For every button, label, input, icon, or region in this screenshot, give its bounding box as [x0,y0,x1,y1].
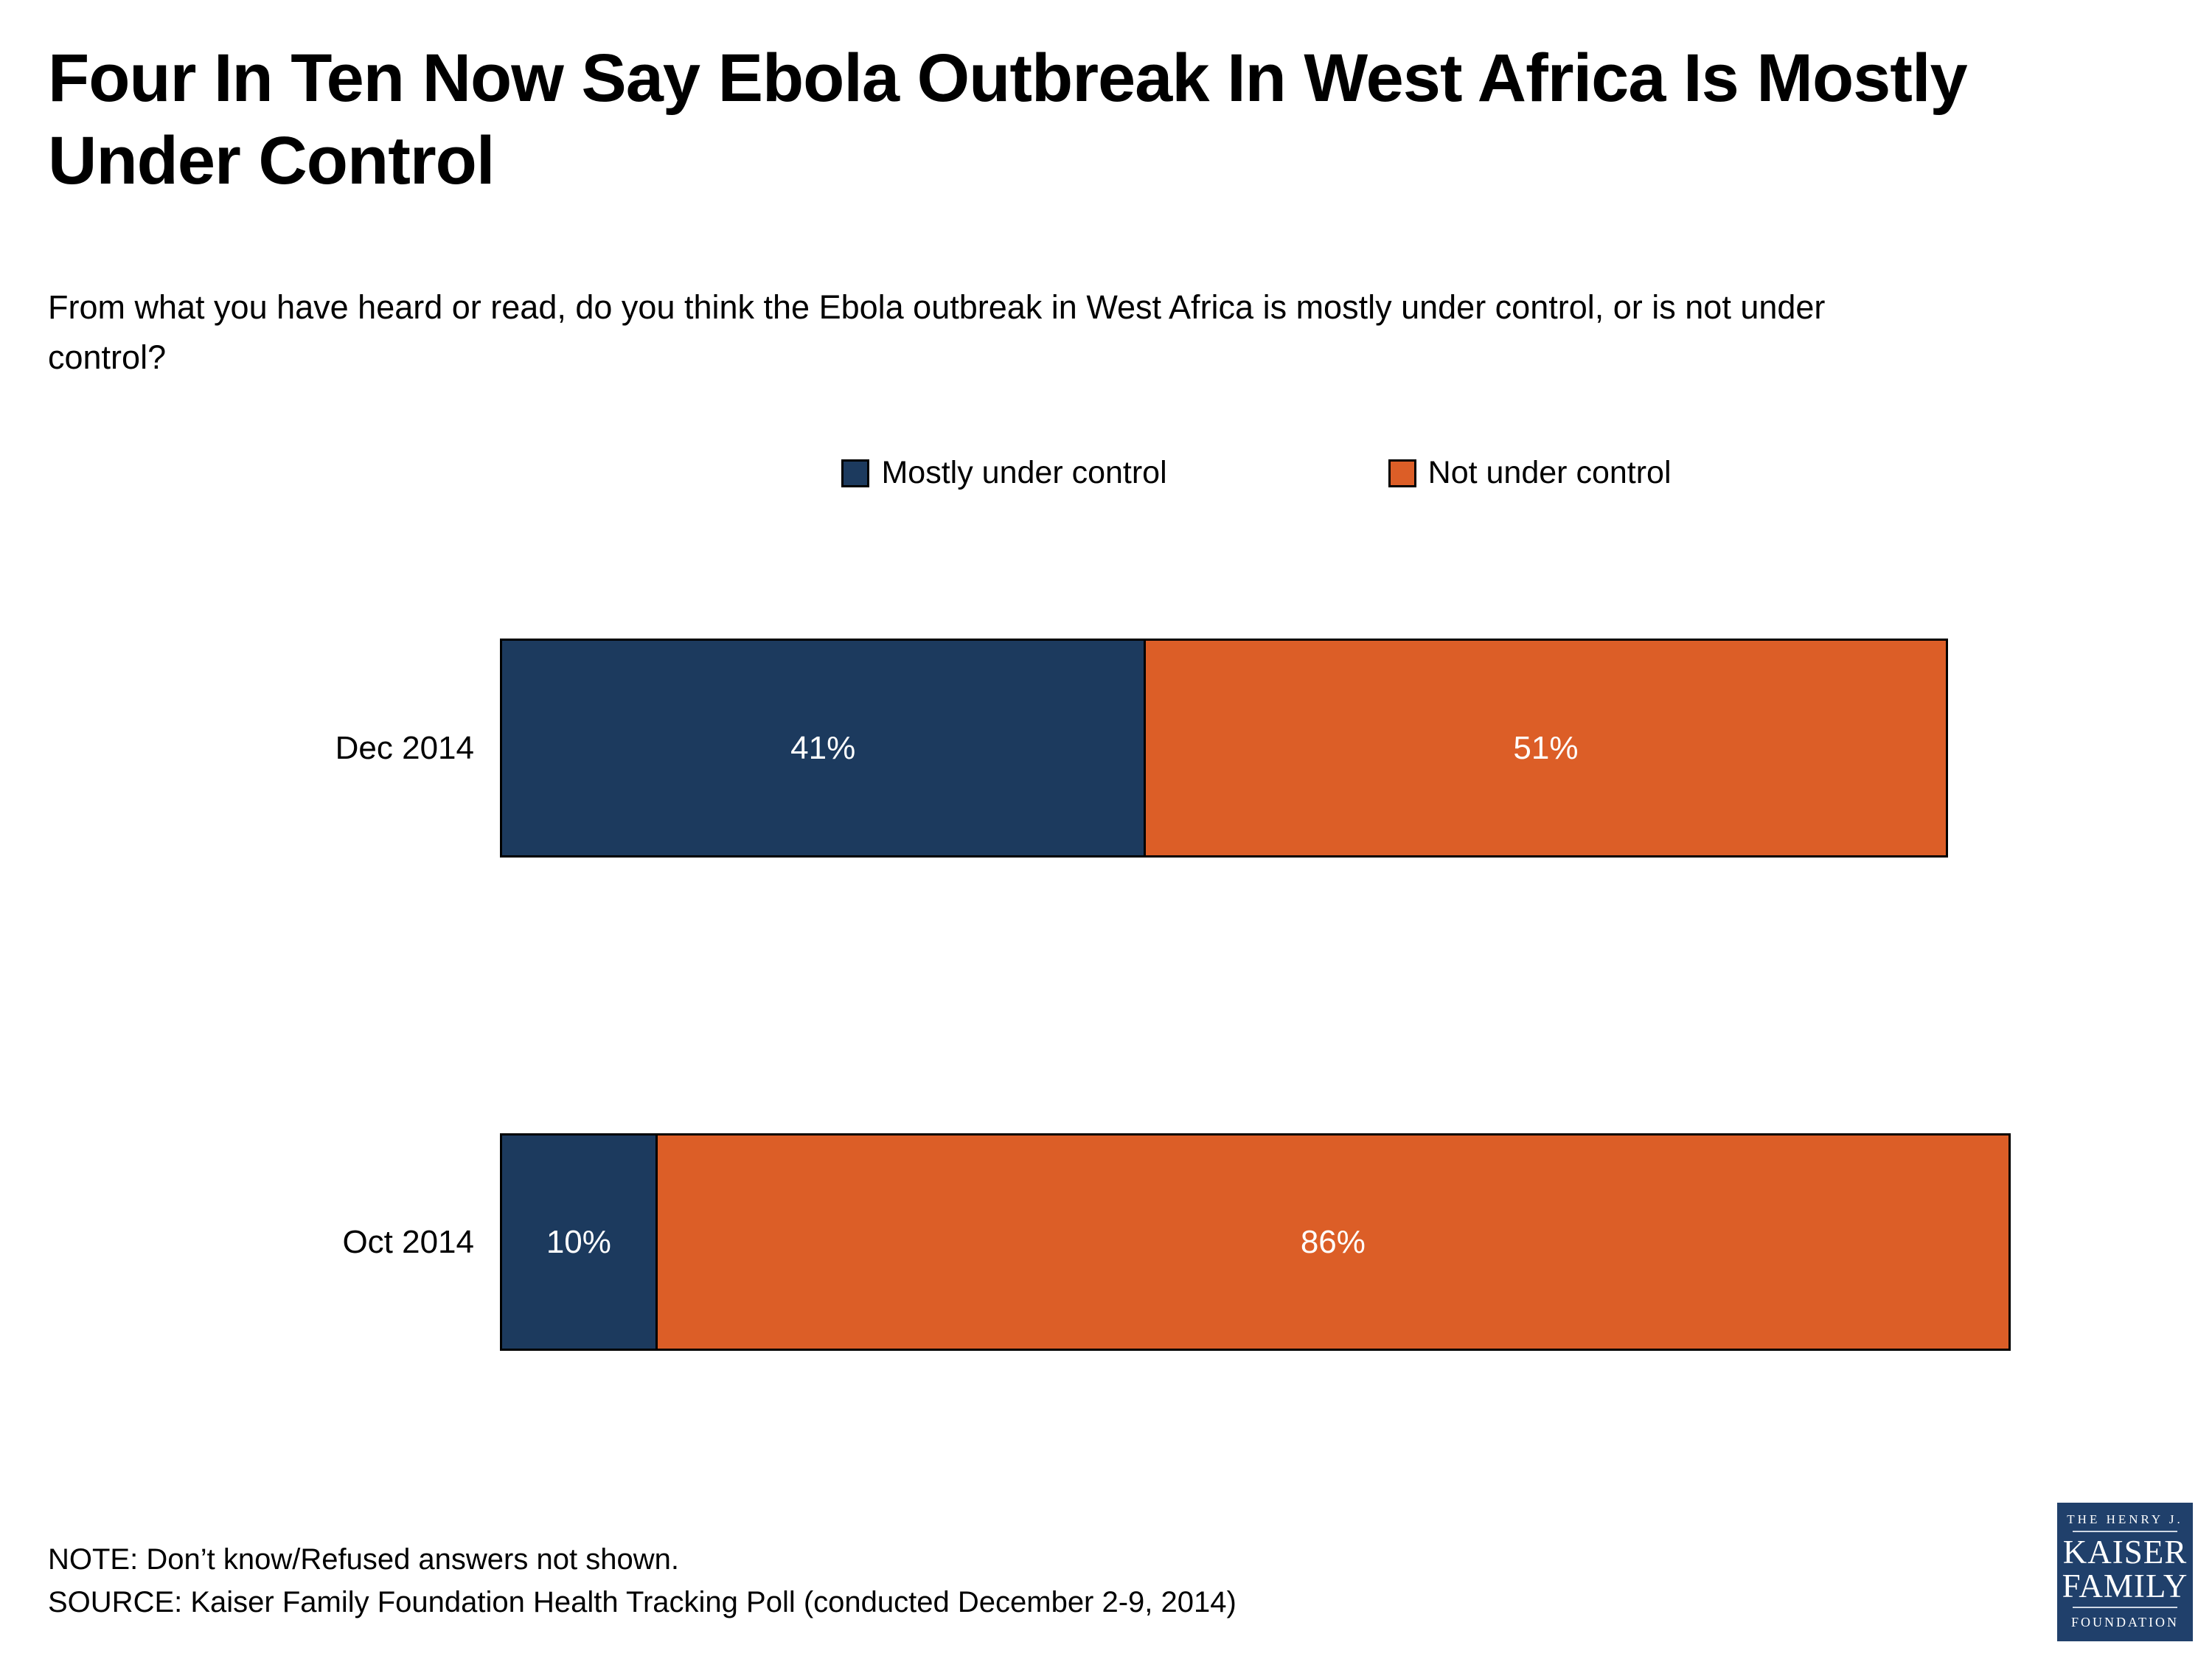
segment-not-under-control: 86% [655,1133,2011,1351]
footnotes: NOTE: Don’t know/Refused answers not sho… [48,1538,1744,1624]
page-title: Four In Ten Now Say Ebola Outbreak In We… [48,37,2186,202]
logo-line-foundation: FOUNDATION [2071,1615,2179,1630]
plot-area: Dec 2014 41% 51% Oct 2014 10% 86% [335,639,2013,1351]
page-title-line2: Under Control [48,123,495,198]
bar-row-oct-2014: Oct 2014 10% 86% [342,1133,2013,1351]
bar-row-dec-2014: Dec 2014 41% 51% [335,639,2013,858]
segment-mostly-under-control: 41% [500,639,1147,858]
legend-item-mostly-under-control: Mostly under control [841,455,1167,490]
legend-swatch-not-under-control-icon [1388,459,1416,487]
logo-divider-bottom [2073,1607,2177,1608]
source-text: SOURCE: Kaiser Family Foundation Health … [48,1586,1237,1618]
note-text: NOTE: Don’t know/Refused answers not sho… [48,1543,679,1576]
category-label-oct-2014: Oct 2014 [342,1223,474,1260]
logo-line-family: FAMILY [2062,1568,2188,1604]
value-label: 41% [790,729,856,766]
segment-mostly-under-control: 10% [500,1133,658,1351]
legend-label-mostly-under-control: Mostly under control [881,455,1167,490]
question-text-line1: From what you have heard or read, do you… [48,288,1826,326]
category-label-dec-2014: Dec 2014 [335,729,474,766]
kff-logo: THE HENRY J. KAISER FAMILY FOUNDATION [2057,1503,2193,1641]
legend-swatch-mostly-under-control-icon [841,459,870,487]
value-label: 51% [1513,729,1579,766]
segment-not-under-control: 51% [1144,639,1948,858]
question-text-line2: control? [48,338,167,376]
logo-divider-top [2073,1531,2177,1532]
logo-line-the-henry-j: THE HENRY J. [2067,1512,2183,1526]
legend-label-not-under-control: Not under control [1427,455,1672,490]
question-text: From what you have heard or read, do you… [48,282,2201,383]
value-label: 86% [1300,1223,1366,1260]
value-label: 10% [546,1223,611,1260]
chart-legend: Mostly under control Not under control [500,457,2013,489]
legend-item-not-under-control: Not under control [1388,457,1672,489]
logo-line-kaiser: KAISER [2062,1534,2188,1571]
page-title-line1: Four In Ten Now Say Ebola Outbreak In We… [48,41,1968,116]
